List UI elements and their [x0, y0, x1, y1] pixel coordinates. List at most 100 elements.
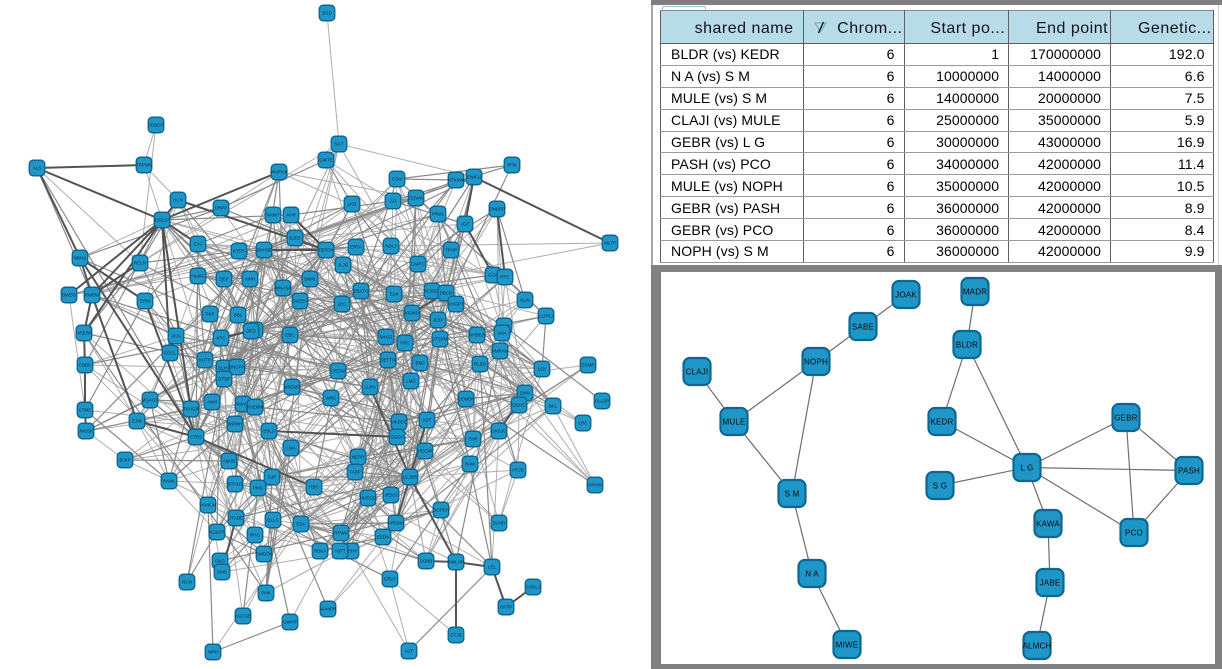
- svg-text:EDA: EDA: [296, 522, 305, 527]
- svg-text:KTC: KTC: [217, 336, 227, 341]
- svg-text:ANM: ANM: [207, 400, 217, 405]
- svg-text:DKM: DKM: [520, 391, 530, 396]
- svg-text:BJKP: BJKP: [119, 458, 130, 463]
- svg-text:CSNLJ: CSNLJ: [526, 585, 540, 590]
- svg-text:LKJDR: LKJDR: [403, 475, 418, 480]
- svg-text:LRC: LRC: [578, 421, 588, 426]
- svg-text:HPHW: HPHW: [588, 483, 603, 488]
- svg-text:BNGPH: BNGPH: [229, 365, 245, 370]
- svg-text:HEGW: HEGW: [418, 449, 433, 454]
- svg-text:MADR: MADR: [963, 287, 987, 296]
- svg-text:HCN: HCN: [173, 198, 183, 203]
- svg-text:CTME: CTME: [79, 408, 92, 413]
- svg-text:BCPEH: BCPEH: [433, 508, 449, 513]
- svg-text:DLHT: DLHT: [218, 366, 230, 371]
- svg-text:N A: N A: [805, 569, 819, 578]
- svg-text:SKEEH: SKEEH: [292, 299, 307, 304]
- svg-text:LMG: LMG: [406, 379, 416, 384]
- svg-text:KLW: KLW: [520, 298, 530, 303]
- svg-text:HHEMW: HHEMW: [246, 405, 264, 410]
- svg-text:KGWD: KGWD: [405, 311, 420, 316]
- svg-text:JEBJJ: JEBJJ: [385, 493, 398, 498]
- svg-text:CLAJI: CLAJI: [686, 367, 709, 376]
- svg-text:ANA: ANA: [497, 331, 506, 336]
- svg-text:NCN: NCN: [182, 580, 192, 585]
- svg-text:RBKA: RBKA: [314, 549, 326, 554]
- svg-text:JTADE: JTADE: [229, 516, 243, 521]
- svg-text:TKHGR: TKHGR: [183, 407, 200, 412]
- svg-text:EDWN: EDWN: [409, 196, 423, 201]
- svg-text:RBC: RBC: [309, 485, 319, 490]
- svg-text:HKEGD: HKEGD: [360, 496, 377, 501]
- svg-text:JTSPM: JTSPM: [433, 337, 448, 342]
- svg-text:MHJS: MHJS: [380, 335, 392, 340]
- svg-text:CLLDP: CLLDP: [595, 399, 610, 404]
- svg-text:MULE: MULE: [722, 417, 745, 426]
- svg-text:BKL: BKL: [549, 404, 558, 409]
- svg-text:DEK: DEK: [219, 277, 228, 282]
- svg-text:TPHP: TPHP: [445, 248, 457, 253]
- svg-text:GTJS: GTJS: [450, 633, 462, 638]
- svg-text:GGDA: GGDA: [390, 435, 403, 440]
- svg-text:SWLHR: SWLHR: [448, 560, 465, 565]
- svg-text:SJP: SJP: [268, 475, 276, 480]
- svg-text:LKD: LKD: [348, 202, 358, 207]
- svg-text:MKBEC: MKBEC: [391, 420, 408, 425]
- svg-text:ACG: ACG: [171, 334, 181, 339]
- svg-text:DAHD: DAHD: [493, 521, 507, 526]
- svg-text:TNP: TNP: [469, 437, 478, 442]
- svg-text:BLDR: BLDR: [956, 340, 978, 349]
- svg-text:PKP: PKP: [205, 312, 214, 317]
- svg-text:PMG: PMG: [253, 486, 264, 491]
- svg-text:ALMCH: ALMCH: [1022, 641, 1051, 650]
- svg-text:LEK: LEK: [538, 367, 547, 372]
- svg-text:EBC: EBC: [285, 333, 295, 338]
- svg-text:NTKMM: NTKMM: [448, 178, 465, 183]
- svg-text:RHG: RHG: [250, 533, 260, 538]
- svg-text:LLPRJ: LLPRJ: [539, 314, 553, 319]
- svg-text:SNHSE: SNHSE: [256, 248, 272, 253]
- svg-text:NHBBS: NHBBS: [469, 333, 485, 338]
- svg-text:TADP: TADP: [349, 470, 361, 475]
- svg-text:EKMR: EKMR: [581, 363, 595, 368]
- svg-text:MSEMR: MSEMR: [284, 385, 302, 390]
- svg-text:MIWE: MIWE: [836, 640, 859, 649]
- svg-text:HARCM: HARCM: [200, 503, 217, 508]
- svg-text:CMBRP: CMBRP: [489, 207, 505, 212]
- svg-text:BTHLD: BTHLD: [228, 482, 244, 487]
- svg-text:GWHT: GWHT: [283, 620, 297, 625]
- svg-text:RCLN: RCLN: [134, 261, 146, 266]
- svg-text:PCO: PCO: [1125, 528, 1143, 537]
- svg-text:SWDTK: SWDTK: [256, 552, 272, 557]
- svg-text:BBL: BBL: [234, 313, 243, 318]
- svg-text:PASH: PASH: [1178, 466, 1200, 475]
- svg-text:KGLKR: KGLKR: [209, 530, 225, 535]
- svg-text:SNML: SNML: [304, 277, 317, 282]
- svg-text:RWBW: RWBW: [85, 293, 100, 298]
- svg-text:SABE: SABE: [852, 322, 874, 331]
- svg-text:EBATG: EBATG: [354, 289, 369, 294]
- svg-text:WPH: WPH: [208, 650, 219, 655]
- svg-text:RTC: RTC: [500, 275, 510, 280]
- svg-text:NMADT: NMADT: [235, 402, 251, 407]
- svg-text:JMJSK: JMJSK: [79, 429, 93, 434]
- svg-text:GTSP: GTSP: [218, 377, 230, 382]
- svg-text:WNPKW: WNPKW: [270, 170, 289, 175]
- svg-text:HLWG: HLWG: [191, 274, 205, 279]
- svg-text:GEBR: GEBR: [1114, 413, 1137, 422]
- svg-text:ELN: ELN: [390, 292, 399, 297]
- svg-text:AWH: AWH: [245, 277, 255, 282]
- svg-text:DGHC: DGHC: [512, 403, 526, 408]
- svg-text:AJT: AJT: [405, 649, 413, 654]
- svg-text:TBTCN: TBTCN: [319, 248, 334, 253]
- svg-text:ALS: ALS: [33, 166, 42, 171]
- svg-text:KEDR: KEDR: [930, 417, 953, 426]
- svg-text:MGAGK: MGAGK: [142, 398, 159, 403]
- svg-text:HJTT: HJTT: [335, 549, 346, 554]
- svg-text:WNASP: WNASP: [275, 286, 292, 291]
- svg-text:NOPH: NOPH: [804, 357, 828, 366]
- svg-text:CBBK: CBBK: [79, 363, 91, 368]
- svg-text:JLJG: JLJG: [338, 263, 349, 268]
- svg-text:EEDN: EEDN: [377, 535, 390, 540]
- svg-text:SGD: SGD: [322, 11, 333, 16]
